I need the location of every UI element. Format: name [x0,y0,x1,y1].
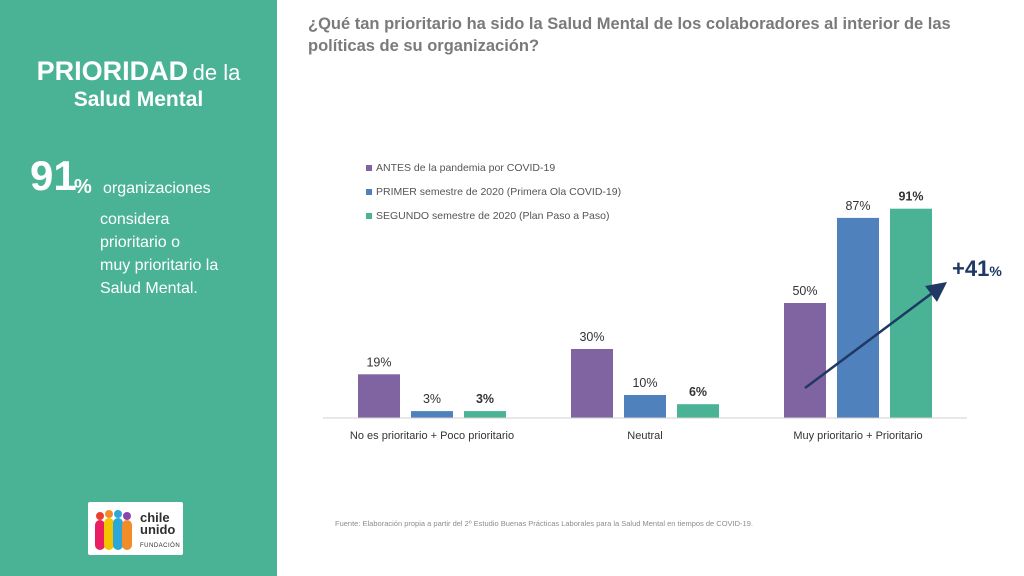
logo-figures-icon [95,510,132,550]
logo-line1: chile [140,510,170,525]
stat-value: 91 [30,152,77,199]
stat-label: organizaciones [103,180,211,197]
x-tick-label-2: Neutral [627,430,662,442]
chart-bars: 19% 3% 3% 30% 10% 6% 50% 87% 91% [358,190,932,418]
chart-legend: ANTES de la pandemia por COVID-19 PRIMER … [366,162,621,222]
bar-3-3 [890,208,932,418]
growth-value: +41% [952,256,1002,281]
legend-label-1: ANTES de la pandemia por COVID-19 [376,162,555,174]
bar-value-label-2-2: 10% [632,376,657,390]
side-title-rest: de la [192,60,241,85]
legend-label-2: PRIMER semestre de 2020 (Primera Ola COV… [376,186,621,198]
side-panel: PRIORIDAD de la Salud Mental 91 % organi… [0,0,277,576]
logo-line2: unido [140,522,176,537]
bar-value-label-1-1: 19% [366,355,391,369]
bar-value-label-1-2: 3% [423,392,441,406]
bar-value-label-3-2: 87% [845,199,870,213]
bar-1-1 [358,374,400,418]
bar-value-label-2-1: 30% [579,330,604,344]
legend-label-3: SEGUNDO semestre de 2020 (Plan Paso a Pa… [376,210,609,222]
bar-3-2 [837,217,879,418]
bar-1-3 [464,411,506,418]
bar-2-3 [677,404,719,418]
bar-value-label-1-3: 3% [476,392,494,406]
stat-text: considera prioritario o muy prioritario … [100,211,219,297]
legend-swatch-2 [366,189,372,195]
x-axis-labels: No es prioritario + Poco prioritario Neut… [350,430,923,442]
bar-1-2 [411,411,453,418]
growth-arrow [804,282,948,390]
legend-swatch-3 [366,213,372,219]
bar-2-1 [571,349,613,418]
side-title-sub: Salud Mental [73,88,204,112]
bar-2-2 [624,395,666,418]
bar-3-1 [784,303,826,418]
chart-question: ¿Qué tan prioritario ha sido la Salud Me… [308,15,951,55]
stat-unit: % [74,176,92,198]
side-title: PRIORIDAD de la Salud Mental [0,55,277,113]
side-title-strong: PRIORIDAD [36,56,189,86]
bar-value-label-3-1: 50% [792,284,817,298]
logo-tagline: FUNDACIÓN [140,543,181,549]
logo-text: chile unido [140,510,176,537]
bar-value-label-3-3: 91% [898,190,923,204]
legend-swatch-1 [366,165,372,171]
x-tick-label-3: Muy prioritario + Prioritario [793,430,922,442]
bar-value-label-2-3: 6% [689,385,707,399]
x-tick-label-1: No es prioritario + Poco prioritario [350,430,514,442]
chile-unido-logo: chile unido FUNDACIÓN [88,502,183,555]
source-note: Fuente: Elaboración propia a partir del … [335,519,753,528]
growth-unit: % [989,263,1002,279]
